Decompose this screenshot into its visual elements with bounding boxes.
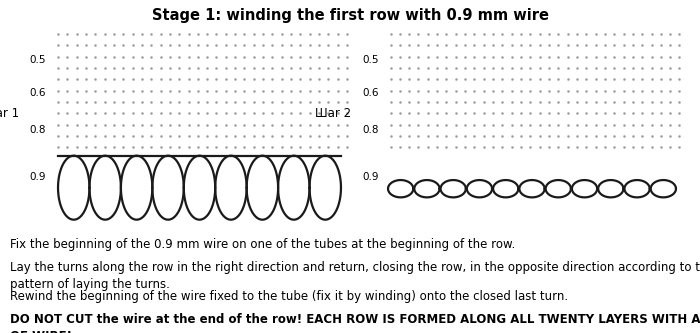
- Text: Шar 2: Шar 2: [315, 107, 351, 120]
- Text: Rewind the beginning of the wire fixed to the tube (fix it by winding) onto the : Rewind the beginning of the wire fixed t…: [10, 290, 568, 303]
- Text: DO NOT CUT the wire at the end of the row! EACH ROW IS FORMED ALONG ALL TWENTY L: DO NOT CUT the wire at the end of the ro…: [10, 313, 700, 333]
- Text: Lay the turns along the row in the right direction and return, closing the row, : Lay the turns along the row in the right…: [10, 261, 700, 291]
- Text: Шar 1: Шar 1: [0, 107, 19, 120]
- Text: Stage 1: winding the first row with 0.9 mm wire: Stage 1: winding the first row with 0.9 …: [151, 8, 549, 23]
- Text: Fix the beginning of the 0.9 mm wire on one of the tubes at the beginning of the: Fix the beginning of the 0.9 mm wire on …: [10, 238, 516, 251]
